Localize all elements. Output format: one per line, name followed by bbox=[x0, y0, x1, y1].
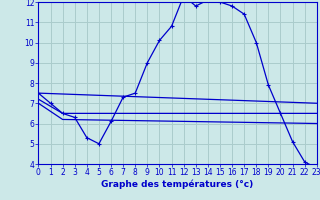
X-axis label: Graphe des températures (°c): Graphe des températures (°c) bbox=[101, 180, 254, 189]
